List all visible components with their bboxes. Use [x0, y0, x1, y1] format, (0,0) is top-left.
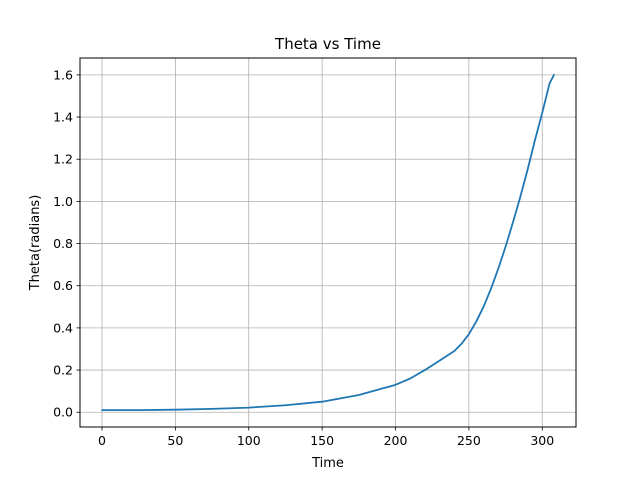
y-tick-label: 0.4 — [53, 320, 73, 335]
x-tick-label: 100 — [237, 433, 261, 448]
y-tick-label: 1.4 — [53, 110, 73, 125]
y-tick-label: 1.0 — [53, 194, 73, 209]
x-tick-label: 150 — [310, 433, 334, 448]
x-tick-label: 0 — [98, 433, 106, 448]
x-tick-label: 50 — [167, 433, 183, 448]
y-axis-label: Theta(radians) — [28, 195, 43, 292]
y-tick-label: 0.2 — [53, 363, 73, 378]
grid — [80, 58, 576, 427]
y-tick-label: 0.0 — [53, 405, 73, 420]
x-axis-label: Time — [311, 456, 344, 471]
plot-area-frame — [79, 57, 577, 428]
y-tick-label: 1.6 — [53, 67, 73, 82]
chart-title: Theta vs Time — [274, 35, 381, 53]
y-tick-label: 0.6 — [53, 278, 73, 293]
x-tick-label: 200 — [384, 433, 408, 448]
axis-ticks: 0 50 100 150 200 250 300 0.0 0.2 0.4 0.6 0.8 1.0 1.2 1… — [53, 67, 554, 448]
series-layer — [101, 73, 555, 412]
y-tick-label: 0.8 — [53, 236, 73, 251]
y-tick-label: 1.2 — [53, 152, 73, 167]
x-tick-label: 250 — [457, 433, 481, 448]
x-tick-label: 300 — [530, 433, 554, 448]
series-line — [101, 73, 555, 412]
